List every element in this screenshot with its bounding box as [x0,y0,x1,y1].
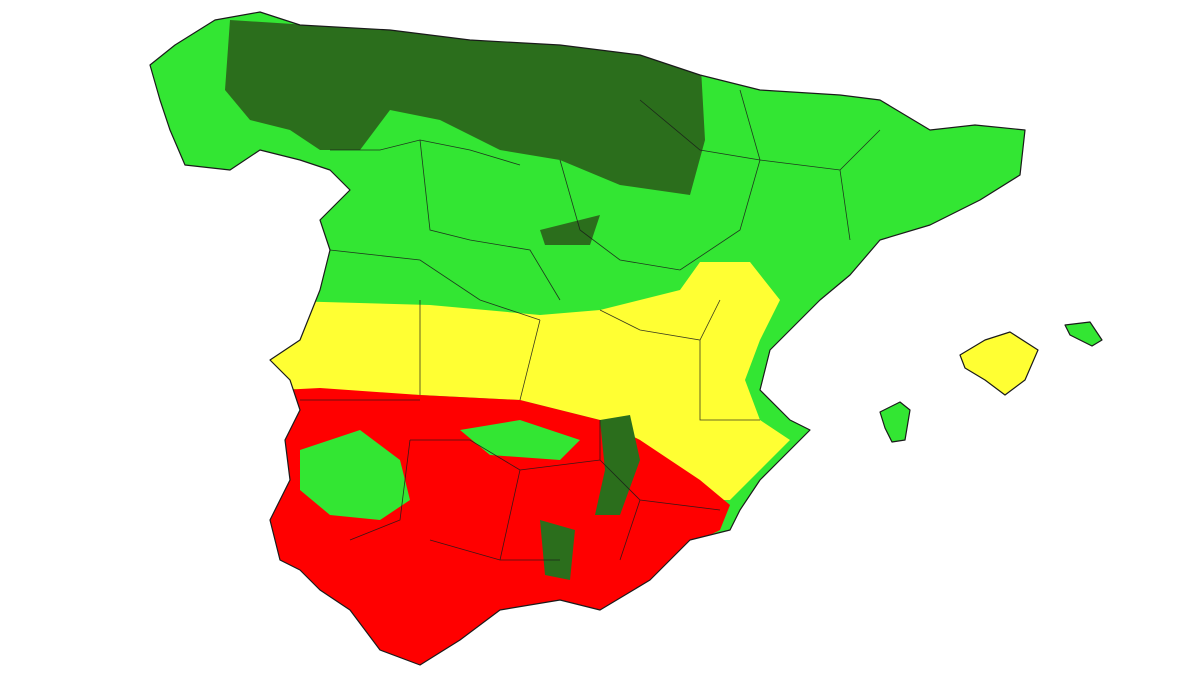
island-menorca [1064,321,1103,347]
balearic-islands [879,321,1103,443]
zone-light-green-patch [300,420,580,520]
zone-dark-green-patch [540,415,640,580]
zone-yellow [240,262,790,500]
zone-dark-green [225,20,705,245]
island-mallorca [959,331,1039,396]
province-borders [300,89,881,561]
island-ibiza [879,401,911,443]
